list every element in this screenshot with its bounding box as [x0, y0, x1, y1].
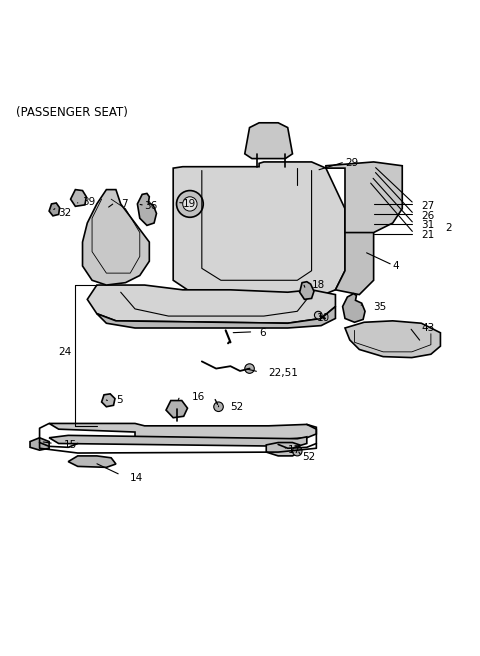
Text: 22,51: 22,51 — [269, 368, 299, 379]
Text: 29: 29 — [345, 158, 358, 169]
Text: 27: 27 — [421, 201, 434, 211]
Polygon shape — [343, 294, 365, 322]
Text: 17: 17 — [288, 445, 301, 455]
Text: 52: 52 — [230, 401, 244, 412]
Polygon shape — [300, 281, 314, 299]
Text: (PASSENGER SEAT): (PASSENGER SEAT) — [16, 106, 128, 119]
Circle shape — [214, 402, 223, 411]
Polygon shape — [266, 443, 300, 456]
Text: 19: 19 — [183, 199, 196, 209]
Text: 39: 39 — [83, 197, 96, 207]
Polygon shape — [68, 456, 116, 467]
Polygon shape — [97, 306, 336, 328]
Circle shape — [183, 197, 197, 211]
Text: 14: 14 — [130, 474, 144, 483]
Polygon shape — [166, 401, 188, 418]
Text: 31: 31 — [421, 220, 434, 230]
Circle shape — [314, 312, 322, 319]
Polygon shape — [336, 209, 373, 295]
Polygon shape — [49, 203, 60, 216]
Text: 6: 6 — [259, 328, 266, 338]
Text: 26: 26 — [421, 211, 434, 221]
Circle shape — [177, 190, 203, 217]
Text: 52: 52 — [302, 452, 315, 462]
Polygon shape — [30, 438, 49, 450]
Text: 36: 36 — [144, 201, 158, 211]
Circle shape — [292, 446, 302, 456]
Text: 16: 16 — [192, 392, 205, 402]
Polygon shape — [83, 190, 149, 285]
Text: 18: 18 — [312, 280, 325, 290]
Polygon shape — [49, 436, 307, 446]
Text: 5: 5 — [116, 394, 122, 405]
Text: 24: 24 — [59, 347, 72, 357]
Circle shape — [245, 364, 254, 373]
Text: 7: 7 — [120, 199, 127, 209]
Text: 15: 15 — [63, 440, 77, 450]
Text: 10: 10 — [316, 314, 329, 323]
Polygon shape — [245, 123, 292, 159]
Text: 21: 21 — [421, 230, 434, 240]
Polygon shape — [102, 394, 115, 407]
Polygon shape — [326, 162, 402, 233]
Text: 35: 35 — [373, 302, 387, 312]
Polygon shape — [87, 285, 336, 323]
Text: 43: 43 — [421, 323, 434, 333]
Polygon shape — [173, 162, 345, 304]
Polygon shape — [71, 190, 86, 206]
Text: 2: 2 — [445, 223, 452, 233]
Polygon shape — [49, 423, 316, 440]
Polygon shape — [345, 321, 441, 358]
Text: 4: 4 — [393, 261, 399, 271]
Text: 32: 32 — [59, 209, 72, 218]
Polygon shape — [137, 194, 156, 226]
